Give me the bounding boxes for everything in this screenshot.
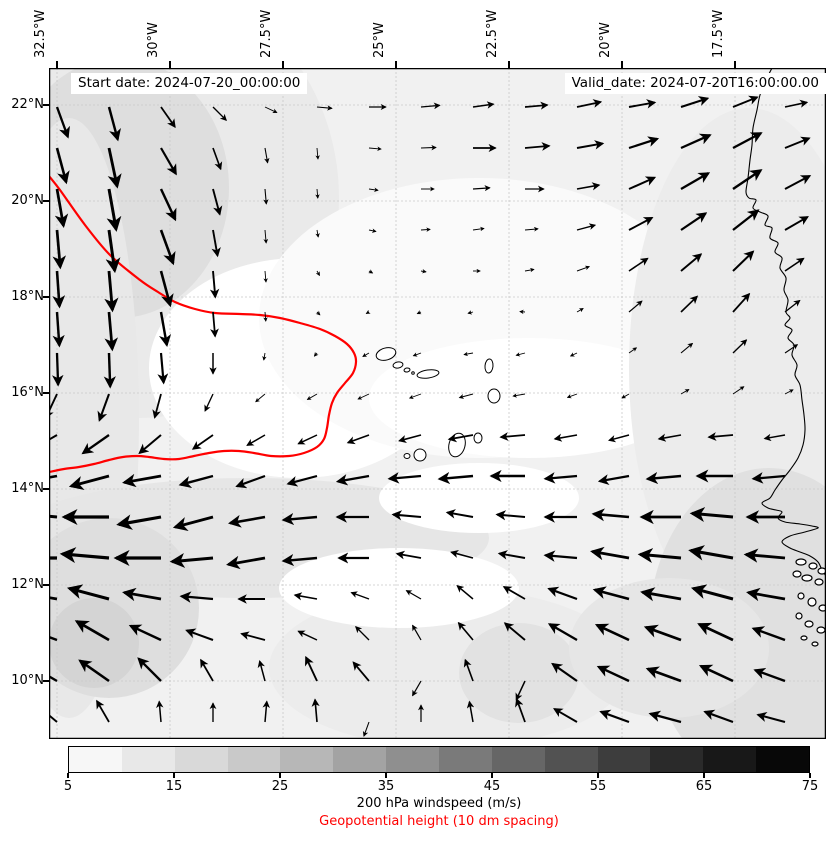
lon-tick-label: 30°W [146, 22, 161, 58]
colorbar-tick [385, 773, 387, 778]
lon-tick [282, 61, 284, 68]
colorbar-segment [227, 747, 281, 772]
lon-tick [621, 61, 623, 68]
lat-tick-label: 18°N [11, 289, 44, 304]
lon-tick-label: 27.5°W [259, 9, 274, 58]
lat-tick [43, 680, 49, 682]
lat-tick [43, 296, 49, 298]
colorbar-segment [439, 747, 492, 772]
geopotential-caption: Geopotential height (10 dm spacing) [319, 814, 559, 829]
colorbar-segment [703, 747, 757, 772]
colorbar-segment [333, 747, 387, 772]
colorbar-tick [279, 773, 281, 778]
lon-tick [395, 61, 397, 68]
colorbar-tick-label: 75 [801, 779, 819, 794]
colorbar-tick [809, 773, 811, 778]
lat-tick [43, 584, 49, 586]
lon-tick-label: 17.5°W [711, 9, 726, 58]
colorbar-segment [386, 747, 440, 772]
lon-tick-label: 22.5°W [485, 9, 500, 58]
lat-tick [43, 488, 49, 490]
lon-tick-label: 32.5°W [33, 9, 48, 58]
colorbar-tick [173, 773, 175, 778]
colorbar-tick [491, 773, 493, 778]
colorbar-segment [491, 747, 545, 772]
colorbar-segment [121, 747, 175, 772]
colorbar-tick [67, 773, 69, 778]
colorbar-segment [69, 747, 122, 772]
lat-tick-label: 10°N [11, 673, 44, 688]
colorbar-tick [703, 773, 705, 778]
lon-tick [56, 61, 58, 68]
colorbar-tick-label: 65 [695, 779, 713, 794]
lon-tick-label: 25°W [372, 22, 387, 58]
start-date-label: Start date: 2024-07-20_00:00:00 [71, 73, 308, 94]
colorbar-tick-label: 35 [377, 779, 395, 794]
colorbar-tick-label: 15 [165, 779, 183, 794]
colorbar-segment [650, 747, 704, 772]
colorbar-segment [544, 747, 598, 772]
lon-tick [734, 61, 736, 68]
lon-tick [169, 61, 171, 68]
colorbar-tick-label: 45 [483, 779, 501, 794]
lat-tick-label: 14°N [11, 481, 44, 496]
lon-tick-label: 20°W [598, 22, 613, 58]
lat-tick [43, 200, 49, 202]
colorbar-tick-label: 55 [589, 779, 607, 794]
colorbar-tick-label: 25 [271, 779, 289, 794]
lon-tick [508, 61, 510, 68]
map-plot-area [49, 68, 826, 739]
lat-tick-label: 16°N [11, 385, 44, 400]
lat-tick-label: 12°N [11, 577, 44, 592]
lat-tick-label: 22°N [11, 97, 44, 112]
colorbar-segment [174, 747, 228, 772]
lat-tick [43, 104, 49, 106]
colorbar-title: 200 hPa windspeed (m/s) [356, 796, 522, 811]
colorbar-segment [756, 747, 810, 772]
lat-tick-label: 20°N [11, 193, 44, 208]
valid-date-label: Valid_date: 2024-07-20T16:00:00.00 [564, 73, 826, 94]
map-canvas [49, 68, 826, 739]
colorbar-tick [597, 773, 599, 778]
colorbar [68, 746, 810, 773]
colorbar-tick-label: 5 [63, 779, 73, 794]
colorbar-segment [597, 747, 651, 772]
lat-tick [43, 392, 49, 394]
colorbar-segment [280, 747, 334, 772]
